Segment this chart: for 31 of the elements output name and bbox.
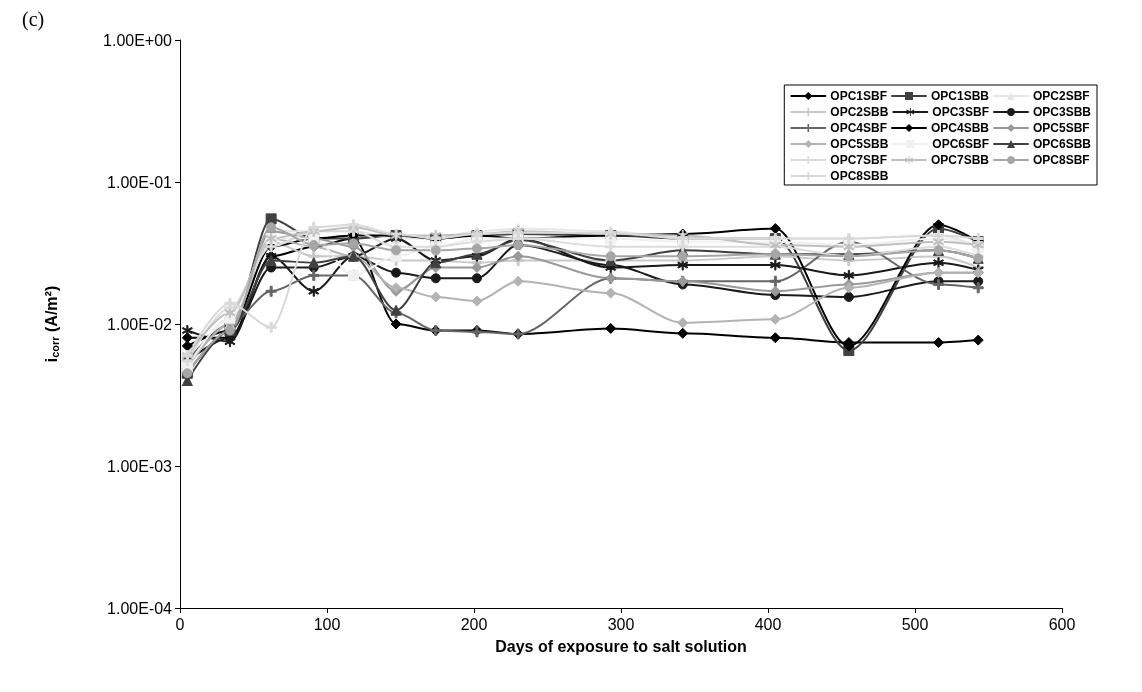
legend-label: OPC8SBF — [1032, 153, 1090, 167]
y-tick-label: 1.00E+00 — [103, 31, 173, 49]
y-tick-label: 1.00E-01 — [107, 173, 173, 191]
legend-label: OPC6SBF — [932, 137, 989, 151]
legend-label: OPC1SBF — [830, 89, 887, 103]
legend-label: OPC7SBB — [930, 153, 990, 167]
x-tick-label: 500 — [901, 615, 929, 633]
x-tick-label: 400 — [754, 615, 782, 633]
y-tick-label: 1.00E-04 — [107, 599, 173, 617]
x-tick-label: 0 — [175, 615, 185, 633]
legend-label: OPC8SBB — [830, 169, 889, 183]
x-tick-label: 600 — [1048, 615, 1076, 633]
x-axis-title: Days of exposure to salt solution — [495, 637, 747, 655]
x-tick-label: 100 — [313, 615, 341, 633]
legend-label: OPC6SBB — [1032, 137, 1092, 151]
x-tick-label: 200 — [460, 615, 488, 633]
legend-label: OPC2SBF — [1032, 89, 1090, 103]
y-tick-label: 1.00E-02 — [107, 315, 173, 333]
legend-label: OPC3SBB — [1032, 105, 1092, 119]
legend-label: OPC4SBF — [830, 121, 887, 135]
legend-label: OPC5SBB — [830, 137, 889, 151]
legend-label: OPC3SBF — [932, 105, 989, 119]
y-axis-title: icorr (A/m²) — [43, 285, 61, 363]
text: (c) — [22, 8, 45, 31]
legend-label: OPC2SBB — [830, 105, 889, 119]
legend-label: OPC7SBF — [830, 153, 887, 167]
x-tick-label: 300 — [607, 615, 635, 633]
legend-label: OPC5SBF — [1032, 121, 1090, 135]
y-tick-label: 1.00E-03 — [107, 457, 173, 475]
legend-label: OPC4SBB — [930, 121, 990, 135]
legend-label: OPC1SBB — [930, 89, 990, 103]
